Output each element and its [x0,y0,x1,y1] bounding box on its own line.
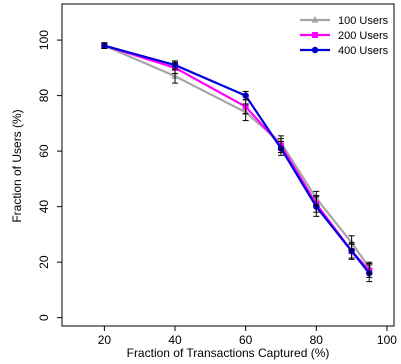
y-tick-label: 100 [37,30,51,50]
x-tick-label: 80 [310,333,324,347]
series-square-group [101,42,373,274]
y-tick-label: 40 [37,200,51,214]
plot-frame [61,3,395,327]
x-tick-label: 100 [377,333,397,347]
x-tick-label: 20 [98,333,112,347]
series-layer [100,41,373,283]
legend-label: 200 Users [338,30,389,42]
series-line [104,44,371,274]
x-tick-label: 60 [239,333,253,347]
legend-marker [311,46,319,54]
legend-marker [312,32,318,38]
legend-label: 100 Users [338,15,389,27]
y-axis-label: Fraction of Users (%) [10,109,24,222]
x-tick-label: 40 [168,333,182,347]
series-triangle-group [100,41,373,271]
legend: 100 Users 200 Users 400 Users [300,15,389,57]
y-tick-label: 60 [37,144,51,158]
series-line [103,44,371,269]
y-tick-label: 20 [37,255,51,269]
y-tick-label: 80 [37,89,51,103]
legend-marker [311,16,319,23]
series-line [104,44,371,272]
error-bars [101,42,373,283]
series-circle-group [101,42,373,277]
legend-label: 400 Users [338,45,389,57]
axes: 20 40 60 80 100 0 20 40 60 80 100 [37,30,397,347]
y-tick-label: 0 [37,314,51,321]
x-axis-label: Fraction of Transactions Captured (%) [127,346,330,360]
